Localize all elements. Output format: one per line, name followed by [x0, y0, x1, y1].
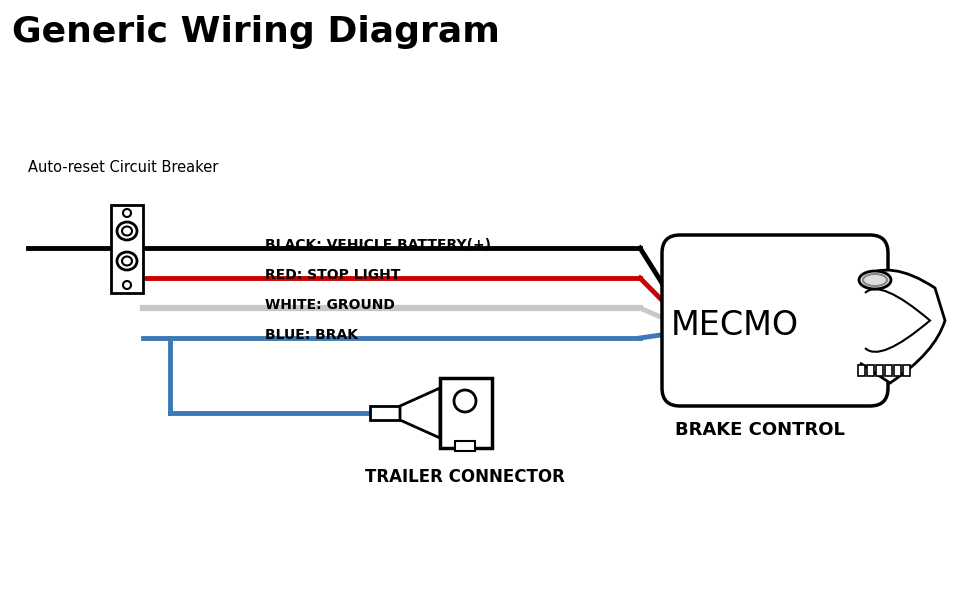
FancyBboxPatch shape — [661, 235, 887, 406]
Circle shape — [123, 281, 131, 289]
Polygon shape — [399, 388, 440, 438]
Ellipse shape — [862, 274, 886, 286]
Text: Generic Wiring Diagram: Generic Wiring Diagram — [12, 15, 499, 49]
Bar — [893, 365, 900, 376]
Bar — [902, 365, 909, 376]
Bar — [866, 365, 873, 376]
Text: RED: STOP LIGHT: RED: STOP LIGHT — [265, 268, 400, 282]
Bar — [440, 378, 491, 448]
Text: TRAILER CONNECTOR: TRAILER CONNECTOR — [364, 468, 564, 486]
Bar — [858, 365, 864, 376]
Text: MECMO: MECMO — [671, 309, 798, 342]
FancyBboxPatch shape — [454, 441, 475, 451]
Ellipse shape — [117, 252, 137, 270]
Circle shape — [123, 209, 131, 217]
Ellipse shape — [122, 257, 132, 265]
Text: WHITE: GROUND: WHITE: GROUND — [265, 298, 394, 312]
Text: BRAKE CONTROL: BRAKE CONTROL — [674, 421, 844, 439]
Bar — [110, 205, 142, 293]
Text: Auto-reset Circuit Breaker: Auto-reset Circuit Breaker — [28, 160, 218, 175]
Ellipse shape — [859, 271, 891, 289]
Bar — [875, 365, 882, 376]
Ellipse shape — [117, 222, 137, 240]
Bar — [884, 365, 891, 376]
Circle shape — [453, 390, 476, 412]
Text: BLUE: BRAK: BLUE: BRAK — [265, 328, 358, 342]
Ellipse shape — [122, 226, 132, 235]
Text: BLACK: VEHICLE BATTERY(+): BLACK: VEHICLE BATTERY(+) — [265, 238, 490, 252]
PathPatch shape — [860, 270, 944, 383]
Bar — [369, 406, 399, 420]
